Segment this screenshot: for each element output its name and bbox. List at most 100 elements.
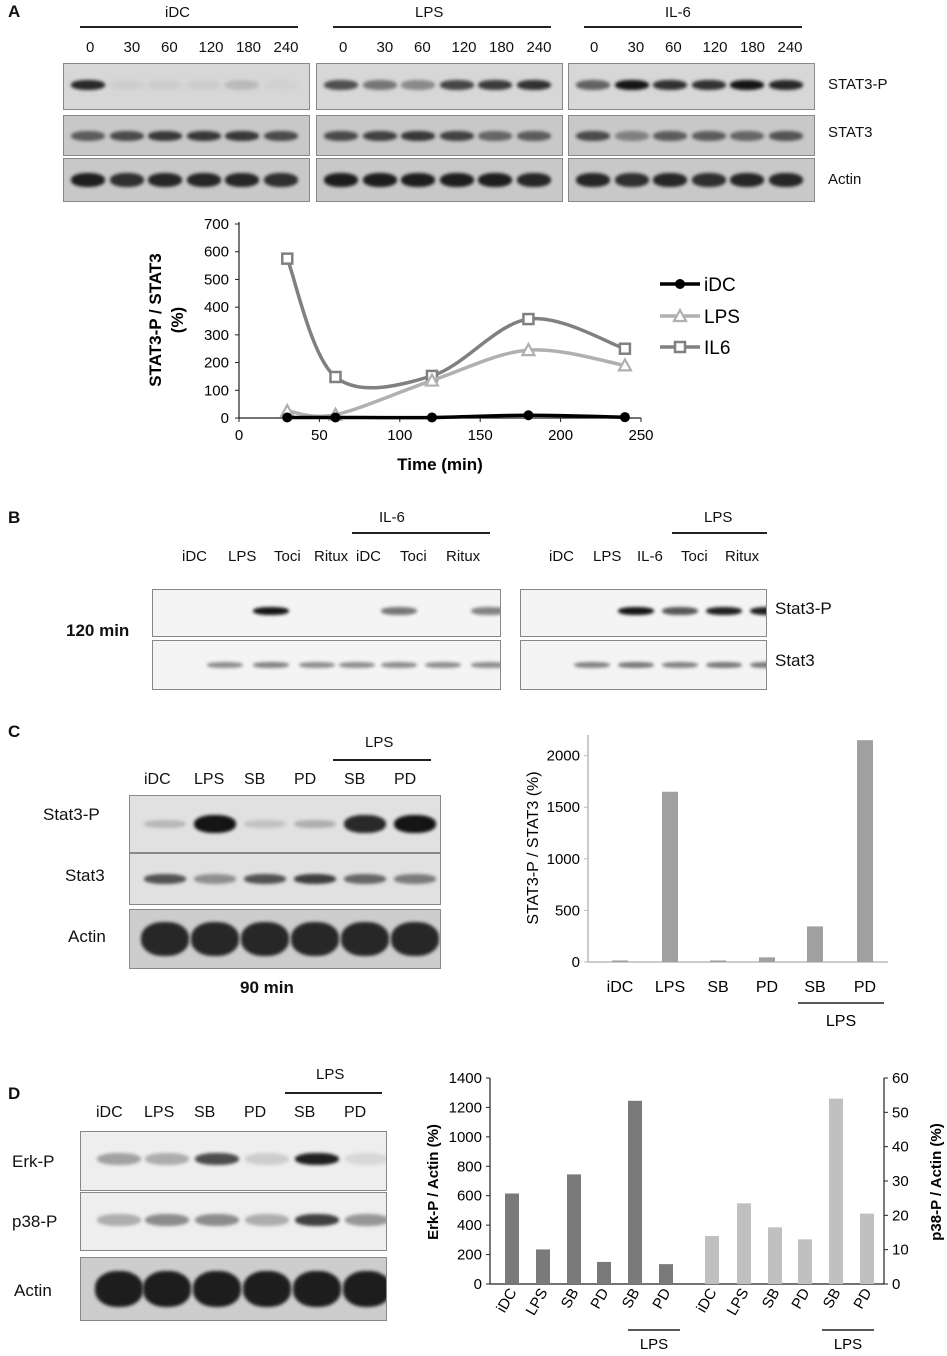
time-label: 60 [161, 39, 178, 56]
y-tick-label-right: 0 [892, 1276, 900, 1293]
c-lane-label: LPS [194, 771, 225, 788]
band [345, 1153, 386, 1165]
band [691, 173, 726, 187]
time-label: 120 [451, 39, 477, 56]
bar-p38 [829, 1098, 843, 1284]
band [71, 79, 105, 90]
band [343, 1271, 386, 1307]
blot-d-r0 [80, 1131, 387, 1191]
y-tick-label-left: 200 [457, 1247, 482, 1264]
blot-a-r0-g1 [316, 63, 563, 110]
band [245, 1153, 289, 1165]
c-time: 90 min [240, 978, 294, 997]
point-idc [282, 412, 293, 423]
x-tick-label: 50 [311, 427, 328, 444]
band [291, 922, 339, 956]
band [706, 662, 742, 668]
x-tick-label: SB [619, 1286, 644, 1312]
band [730, 79, 764, 90]
band [294, 820, 336, 828]
band [225, 79, 259, 90]
band [148, 79, 182, 90]
y-tick-label: 700 [204, 216, 229, 233]
point-il6 [280, 252, 294, 265]
b-group-left: IL-6 [379, 509, 405, 526]
c-group: LPS [365, 734, 394, 751]
band [653, 79, 687, 90]
band [401, 79, 435, 90]
band [186, 173, 221, 187]
band [439, 79, 474, 90]
band [191, 922, 239, 956]
d-row-erkp: Erk-P [12, 1152, 55, 1171]
d-row-actin: Actin [14, 1281, 52, 1300]
x-tick-label: SB [558, 1286, 583, 1312]
band [391, 922, 439, 956]
y-tick-label-right: 30 [892, 1173, 909, 1190]
d-lane-label: LPS [144, 1104, 175, 1121]
band [207, 662, 243, 668]
y-tick-label-right: 10 [892, 1242, 909, 1259]
x-tick-label: 250 [628, 427, 653, 444]
band [241, 922, 289, 956]
y-axis-title-left: Erk-P / Actin (%) [425, 1124, 442, 1240]
band [186, 130, 221, 141]
band [194, 874, 236, 884]
d-lane-label: SB [294, 1104, 316, 1121]
point-idc [523, 410, 534, 421]
band [653, 130, 687, 141]
band [750, 662, 766, 668]
bar [857, 740, 873, 962]
legend-label-idc: iDC [704, 275, 736, 296]
bar-erk [536, 1249, 550, 1284]
blot-c-r0 [129, 795, 441, 853]
band [394, 815, 436, 833]
band [145, 1213, 189, 1226]
band [148, 130, 182, 141]
bar-erk [597, 1261, 611, 1284]
b-lane-label: Ritux [314, 548, 349, 565]
band [381, 662, 417, 668]
bar-erk [628, 1100, 642, 1284]
x-tick-label: PD [854, 979, 876, 996]
bar-erk [567, 1174, 581, 1284]
band [478, 130, 512, 141]
band [195, 1153, 239, 1165]
y-tick-label-right: 20 [892, 1207, 909, 1224]
panel-b-label: B [8, 508, 21, 527]
x-tick-label: PD [850, 1285, 875, 1312]
point-idc [330, 412, 341, 423]
x-tick-label: iDC [493, 1285, 520, 1315]
time-label: 60 [665, 39, 682, 56]
x-axis-title: Time (min) [397, 455, 483, 474]
d-group-bar [285, 1092, 382, 1094]
band [324, 79, 358, 90]
y-tick-label-left: 1200 [449, 1099, 482, 1116]
bar-p38 [860, 1213, 874, 1284]
blot-a-r0-g2 [568, 63, 815, 110]
band [362, 79, 397, 90]
band [618, 607, 654, 615]
band [574, 662, 610, 668]
b-group-bar-left [352, 532, 490, 534]
y-tick-label-left: 0 [474, 1276, 482, 1293]
x-tick-label: PD [649, 1285, 674, 1312]
band [730, 173, 764, 187]
band [299, 662, 335, 668]
y-axis-title: STAT3-P / STAT3 (%) [146, 253, 187, 387]
y-axis-title: STAT3-P / STAT3 (%) [525, 771, 542, 924]
band [143, 1271, 191, 1307]
x-tick-label: 200 [548, 427, 573, 444]
point-il6 [329, 370, 342, 384]
legend-marker [673, 340, 687, 354]
blot-c-r1 [129, 853, 441, 905]
band [148, 173, 182, 187]
time-label: 240 [273, 39, 299, 56]
time-label: 30 [123, 39, 141, 56]
band [145, 1153, 189, 1165]
time-label: 180 [740, 39, 766, 56]
y-tick-label-left: 400 [457, 1217, 482, 1234]
blot-c-r2 [129, 909, 441, 969]
